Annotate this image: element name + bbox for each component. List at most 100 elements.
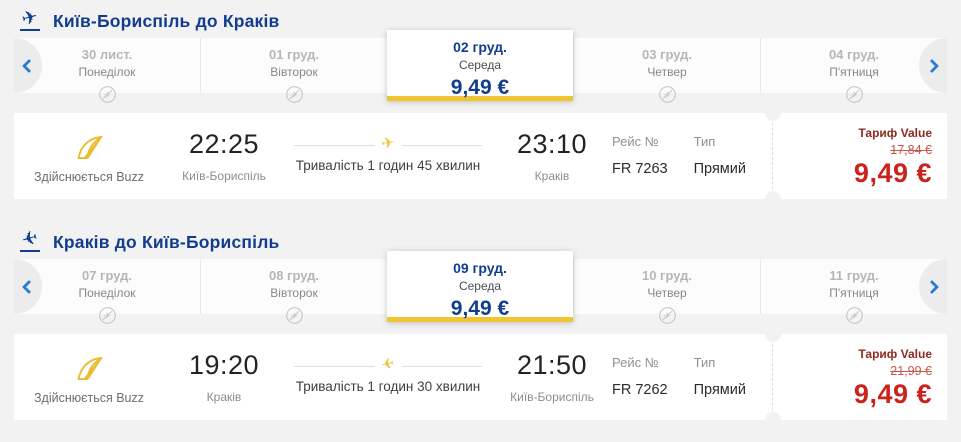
fare-type-label: Тариф Value	[858, 347, 932, 361]
chevron-left-icon	[21, 279, 37, 294]
date-cell[interactable]: 11 груд. П'ятниця ✈	[760, 259, 947, 324]
date-label: 02 груд.	[453, 39, 507, 55]
arrival-block: 21:50 Київ-Бориспіль	[492, 334, 612, 420]
flight-number-label: Рейс №	[612, 355, 659, 370]
flight-type-value: Прямий	[693, 161, 746, 177]
date-label: 30 лист.	[81, 47, 133, 62]
operator-block: Здійснюється Buzz	[14, 334, 164, 420]
ticket-perforation-divider	[765, 105, 781, 207]
return-flight-row[interactable]: Здійснюється Buzz 19:20 Краків ✈ Тривалі…	[14, 326, 947, 428]
weekday-label: Четвер	[647, 65, 687, 79]
date-label: 07 груд.	[81, 268, 133, 283]
no-flights-icon: ✈	[285, 85, 304, 104]
date-label: 03 груд.	[641, 47, 693, 62]
no-flights-icon: ✈	[845, 85, 864, 104]
current-price: 9,49 €	[853, 379, 932, 409]
departure-block: 19:20 Краків	[164, 334, 284, 420]
departure-block: 22:25 Київ-Бориспіль	[164, 113, 284, 199]
date-price: 9,49 €	[450, 297, 510, 320]
return-date-carousel: 07 груд. Понеділок ✈ 08 груд. Вівторок ✈…	[14, 251, 947, 324]
duration-block: ✈ Тривалість 1 годин 45 хвилин	[284, 113, 492, 199]
fare-price-block[interactable]: Тариф Value 21,99 € 9,49 €	[773, 334, 947, 420]
no-flights-icon: ✈	[658, 306, 677, 325]
no-flights-icon: ✈	[845, 306, 864, 325]
date-cell[interactable]: 10 груд. Четвер ✈	[573, 259, 760, 324]
date-label: 10 груд.	[641, 268, 693, 283]
fare-price-block[interactable]: Тариф Value 17,84 € 9,49 €	[773, 113, 947, 199]
flight-path-line: ✈	[294, 134, 482, 154]
fare-type-label: Тариф Value	[858, 126, 932, 140]
no-flights-icon: ✈	[98, 85, 117, 104]
flight-meta-block: Рейс № FR 7262 Тип Прямий	[612, 334, 772, 420]
return-route-title: Краків до Київ-Бориспіль	[53, 231, 280, 252]
weekday-label: Середа	[458, 58, 502, 72]
arrival-time: 23:10	[516, 129, 588, 159]
no-flights-icon: ✈	[658, 85, 677, 104]
flight-type-label: Тип	[693, 134, 716, 149]
chevron-right-icon	[924, 58, 940, 73]
outbound-section-header: ✈ Київ-Бориспіль до Краків	[0, 0, 961, 38]
arrival-airport: Краків	[534, 169, 570, 183]
old-price: 17,84 €	[890, 143, 932, 157]
weekday-label: Вівторок	[270, 286, 318, 300]
weekday-label: П'ятниця	[829, 65, 879, 79]
chevron-left-icon	[21, 58, 37, 73]
no-flights-icon: ✈	[285, 306, 304, 325]
weekday-label: Четвер	[647, 286, 687, 300]
flight-type-label: Тип	[693, 355, 716, 370]
current-price: 9,49 €	[853, 158, 932, 188]
date-cell-selected[interactable]: 02 груд. Середа 9,49 €	[387, 30, 573, 101]
departure-airport: Київ-Бориспіль	[182, 169, 266, 183]
weekday-label: Середа	[458, 279, 502, 293]
flight-meta-block: Рейс № FR 7263 Тип Прямий	[612, 113, 772, 199]
no-flights-icon: ✈	[98, 306, 117, 325]
departure-airport: Краків	[206, 390, 242, 404]
plane-icon: ✈	[374, 134, 402, 154]
outbound-date-carousel: 30 лист. Понеділок ✈ 01 груд. Вівторок ✈…	[14, 30, 947, 103]
buzz-harp-logo-icon	[74, 356, 104, 386]
date-cell[interactable]: 01 груд. Вівторок ✈	[200, 38, 387, 103]
return-section-header: ✈ Краків до Київ-Бориспіль	[0, 227, 961, 259]
chevron-right-icon	[924, 279, 940, 294]
arrival-time: 21:50	[516, 350, 588, 380]
old-price: 21,99 €	[890, 364, 932, 378]
date-cell[interactable]: 30 лист. Понеділок ✈	[14, 38, 200, 103]
ticket-perforation-divider	[765, 326, 781, 428]
flight-number-value: FR 7262	[612, 382, 668, 398]
date-cell[interactable]: 08 груд. Вівторок ✈	[200, 259, 387, 324]
plane-icon: ✈	[374, 355, 402, 375]
date-label: 04 груд.	[828, 47, 880, 62]
date-label: 09 груд.	[453, 260, 507, 276]
date-label: 11 груд.	[829, 268, 879, 283]
duration-block: ✈ Тривалість 1 годин 30 хвилин	[284, 334, 492, 420]
date-label: 08 груд.	[268, 268, 320, 283]
weekday-label: Понеділок	[78, 65, 136, 79]
buzz-harp-logo-icon	[74, 135, 104, 165]
outbound-route-title: Київ-Бориспіль до Краків	[53, 10, 280, 31]
plane-landing-icon: ✈	[19, 227, 41, 252]
duration-text: Тривалість 1 годин 45 хвилин	[295, 158, 481, 173]
departure-time: 22:25	[188, 129, 260, 159]
date-cell-selected[interactable]: 09 груд. Середа 9,49 €	[387, 251, 573, 322]
date-cell[interactable]: 07 груд. Понеділок ✈	[14, 259, 200, 324]
operated-by-label: Здійснюється Buzz	[33, 169, 145, 184]
plane-takeoff-icon: ✈	[19, 6, 41, 31]
weekday-label: Понеділок	[78, 286, 136, 300]
departure-time: 19:20	[188, 350, 260, 380]
arrival-airport: Київ-Бориспіль	[510, 390, 594, 404]
date-cell[interactable]: 03 груд. Четвер ✈	[573, 38, 760, 103]
date-cell[interactable]: 04 груд. П'ятниця ✈	[760, 38, 947, 103]
operated-by-label: Здійснюється Buzz	[33, 390, 145, 405]
date-label: 01 груд.	[268, 47, 320, 62]
weekday-label: Вівторок	[270, 65, 318, 79]
flight-number-value: FR 7263	[612, 161, 668, 177]
weekday-label: П'ятниця	[829, 286, 879, 300]
operator-block: Здійснюється Buzz	[14, 113, 164, 199]
flight-type-value: Прямий	[693, 382, 746, 398]
flight-number-label: Рейс №	[612, 134, 659, 149]
outbound-flight-row[interactable]: Здійснюється Buzz 22:25 Київ-Бориспіль ✈…	[14, 105, 947, 207]
duration-text: Тривалість 1 годин 30 хвилин	[295, 379, 481, 394]
date-price: 9,49 €	[450, 76, 510, 99]
arrival-block: 23:10 Краків	[492, 113, 612, 199]
flight-path-line: ✈	[294, 355, 482, 375]
